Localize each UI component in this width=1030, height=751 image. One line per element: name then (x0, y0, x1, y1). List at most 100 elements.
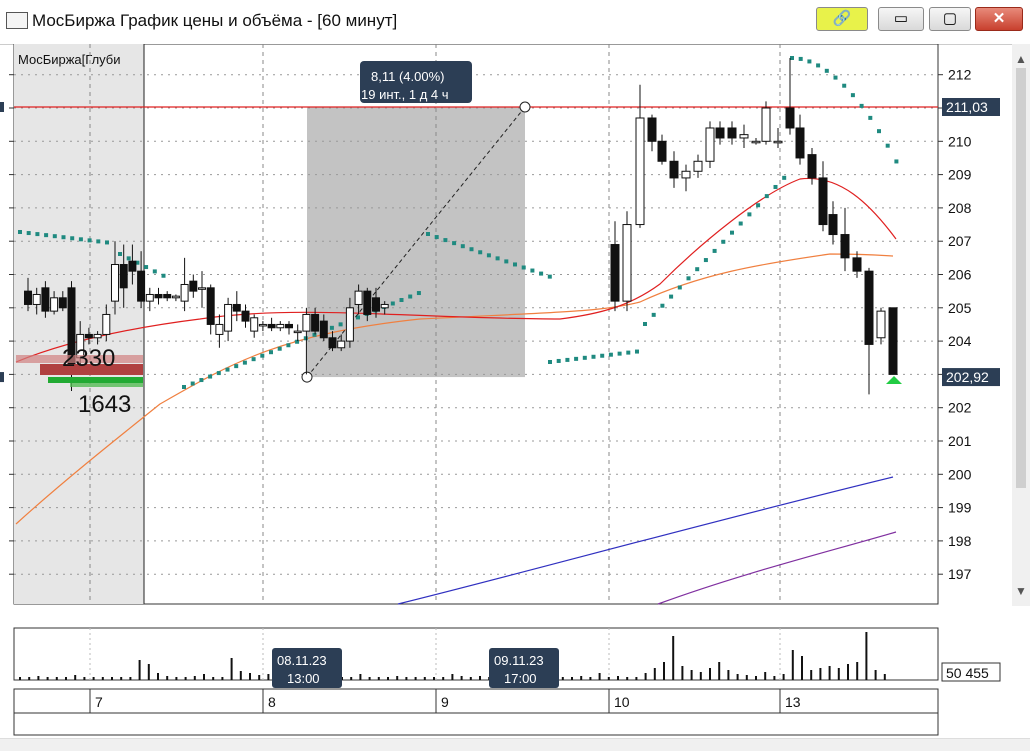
candle-body (647, 117, 657, 142)
sar-dot (277, 346, 282, 351)
scroll-thumb[interactable] (1016, 68, 1026, 488)
date-axis (13, 688, 939, 714)
candle-body (171, 295, 180, 299)
price-chart[interactable]: МосБиржа[Глуби 212 210 209 208 207 206 205 204 20… (0, 44, 1030, 738)
candle-body (180, 283, 189, 302)
sar-dot (756, 203, 761, 208)
candle-body (50, 297, 59, 312)
sar-dot (790, 56, 794, 60)
sar-dot (443, 238, 448, 243)
sar-dot (738, 221, 743, 226)
sar-dot (135, 260, 140, 265)
order-book-ask-bar (48, 377, 143, 383)
sar-dot (208, 374, 213, 379)
sar-dot (643, 322, 647, 326)
candle-body (739, 134, 749, 139)
link-button[interactable]: 🔗 (816, 7, 868, 31)
y-tick-label: 197 (948, 566, 972, 582)
sar-dot (651, 312, 656, 317)
candle-body (137, 270, 146, 302)
sar-dot (617, 351, 622, 356)
sar-dot (635, 349, 639, 354)
candle-body (258, 323, 267, 327)
measurement-tooltip (360, 61, 472, 103)
sar-dot (547, 274, 552, 279)
date-tooltip-2-time: 17:00 (504, 671, 537, 686)
date-axis-label: 9 (441, 694, 449, 710)
date-tooltip-2-date: 09.11.23 (494, 653, 544, 668)
candle-body (111, 264, 119, 302)
candle-body (773, 140, 783, 144)
sar-dot (695, 267, 700, 272)
y-tick-label: 206 (948, 266, 972, 282)
candle-body (58, 297, 67, 309)
sar-dot (61, 235, 66, 240)
measurement-handle-start (301, 371, 313, 383)
candle-body (276, 323, 285, 329)
date-tooltip-1-date: 08.11.23 (277, 653, 327, 668)
candle-body (32, 293, 41, 305)
horizontal-scrollbar[interactable] (0, 738, 1030, 751)
candle-body (345, 307, 354, 342)
candle-body (337, 340, 346, 349)
candle-body (807, 154, 817, 179)
sar-dot (626, 350, 631, 355)
order-book-bid-bar (40, 364, 143, 375)
y-tick-label: 207 (948, 233, 972, 249)
vertical-scrollbar[interactable]: ▲ ▼ (1012, 44, 1030, 606)
sar-dot (460, 244, 465, 249)
sar-dot (452, 241, 457, 246)
minimize-button[interactable]: ▭ (878, 7, 924, 31)
sar-dot (469, 247, 474, 252)
candle-body (224, 303, 233, 332)
sar-dot (807, 59, 812, 64)
candle-body (635, 117, 645, 226)
chart-app-icon (6, 12, 28, 29)
sar-dot (591, 354, 596, 359)
scroll-up-icon[interactable]: ▲ (1015, 52, 1027, 66)
date-axis-label: 7 (95, 694, 103, 710)
y-tick-label: 201 (948, 433, 972, 449)
y-tick-label: 210 (948, 133, 972, 149)
candle-body (163, 293, 172, 299)
order-book-zone (14, 44, 144, 604)
last-candle-marker (886, 376, 902, 384)
candle-body (232, 303, 241, 312)
sar-dot (105, 240, 109, 245)
sar-dot (842, 83, 847, 88)
y-tick-label: 198 (948, 533, 972, 549)
candle-body (293, 330, 302, 334)
volume-value-label: 50 455 (946, 665, 989, 681)
sar-dot (390, 301, 395, 306)
sar-dot (312, 332, 317, 337)
sar-dot (18, 230, 22, 234)
scroll-down-icon[interactable]: ▼ (1015, 584, 1027, 598)
sar-dot (434, 235, 439, 240)
sar-dot (118, 252, 122, 256)
sar-dot (234, 364, 239, 369)
sar-dot (216, 371, 221, 376)
candle-body (311, 313, 320, 332)
minimize-icon: ▭ (893, 10, 909, 27)
candle-body (84, 333, 93, 339)
sar-dot (824, 68, 829, 73)
sar-dot (70, 236, 75, 241)
sar-dot (495, 256, 500, 261)
candle-body (215, 323, 224, 335)
sar-dot (539, 271, 544, 276)
candle-body (828, 214, 838, 236)
close-button[interactable]: ✕ (975, 7, 1023, 31)
maximize-button[interactable]: ▢ (929, 7, 971, 31)
candle-body (840, 234, 850, 259)
measurement-line (306, 106, 526, 378)
sar-dot (251, 357, 256, 362)
sar-dot (329, 325, 334, 330)
measurement-handle-end (519, 101, 531, 113)
sar-dot (161, 273, 166, 278)
candle-body (727, 127, 737, 139)
sar-dot (199, 378, 204, 383)
instrument-label: МосБиржа[Глуби (18, 52, 121, 67)
candle-body (705, 127, 715, 162)
sar-dot (182, 385, 186, 389)
price-level-badge (942, 98, 1000, 116)
